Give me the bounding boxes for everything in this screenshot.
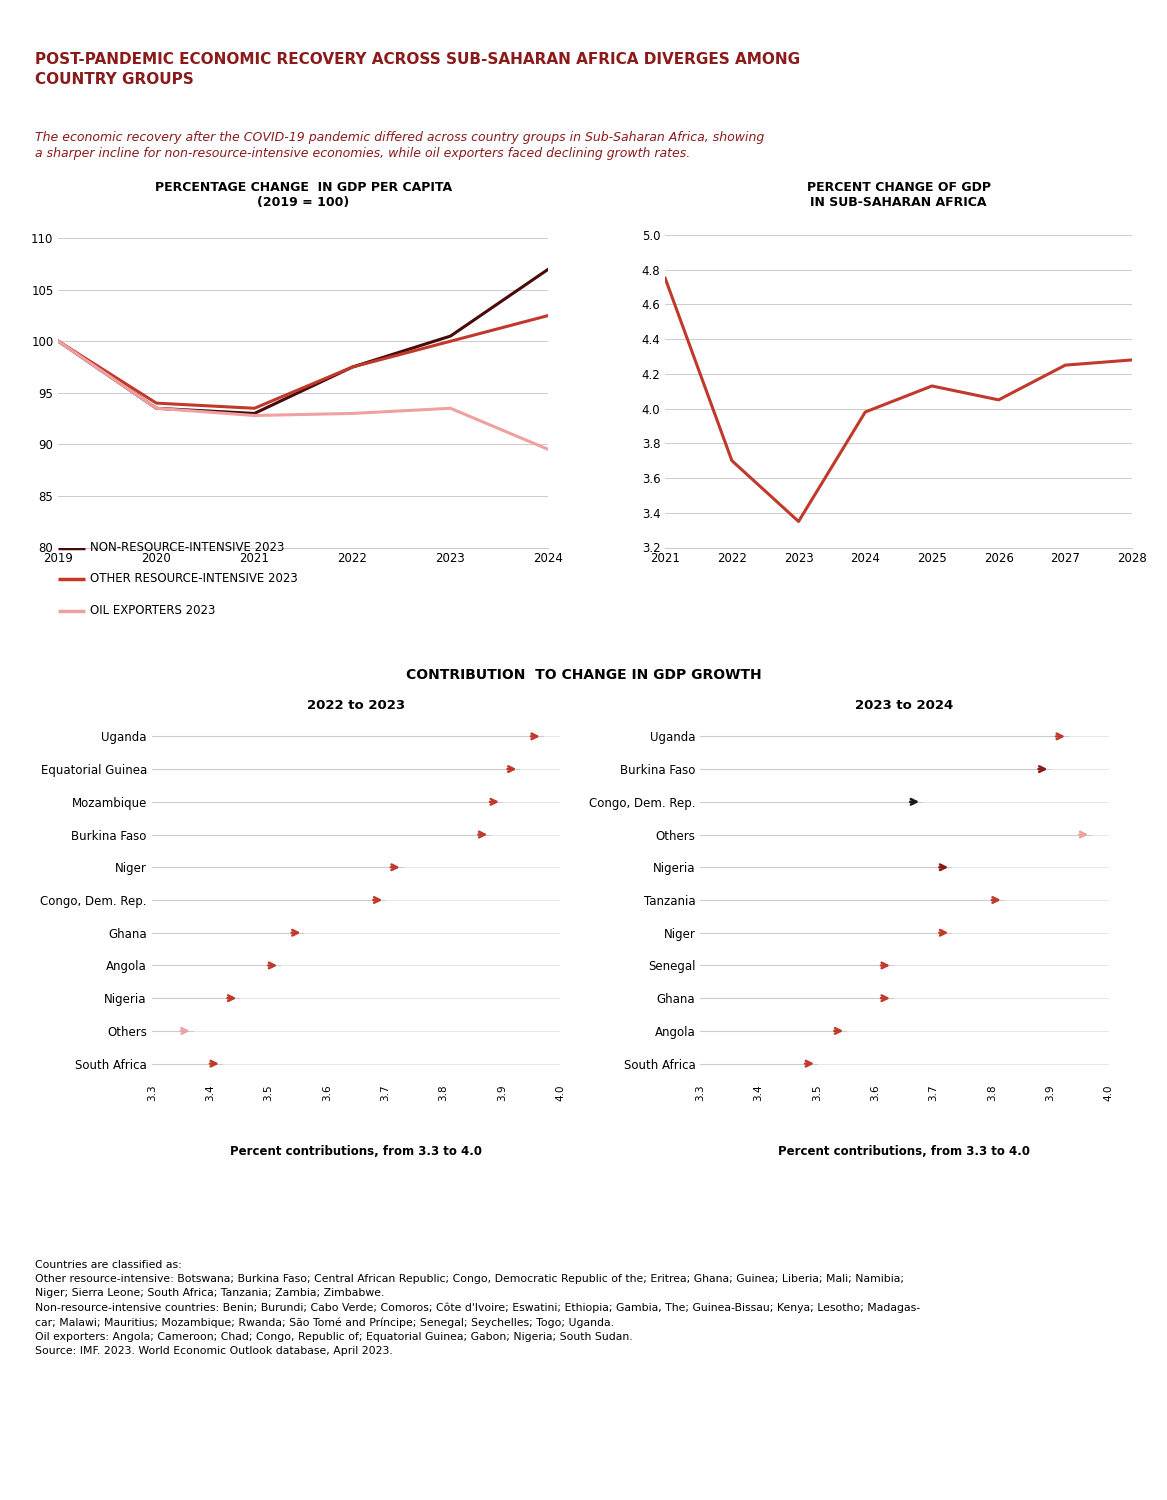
Text: Percent contributions, from 3.3 to 4.0: Percent contributions, from 3.3 to 4.0 [778,1144,1030,1158]
Text: CONTRIBUTION  TO CHANGE IN GDP GROWTH: CONTRIBUTION TO CHANGE IN GDP GROWTH [406,668,761,682]
Title: 2023 to 2024: 2023 to 2024 [855,699,953,712]
Text: Countries are classified as:
Other resource-intensive: Botswana; Burkina Faso; C: Countries are classified as: Other resou… [35,1260,920,1356]
Text: FIGURE 1: FIGURE 1 [14,16,107,34]
Title: PERCENTAGE CHANGE  IN GDP PER CAPITA
(2019 = 100): PERCENTAGE CHANGE IN GDP PER CAPITA (201… [155,182,452,210]
Text: OIL EXPORTERS 2023: OIL EXPORTERS 2023 [91,604,216,616]
Title: 2022 to 2023: 2022 to 2023 [307,699,405,712]
Title: PERCENT CHANGE OF GDP
IN SUB-SAHARAN AFRICA: PERCENT CHANGE OF GDP IN SUB-SAHARAN AFR… [806,182,991,210]
Text: Percent contributions, from 3.3 to 4.0: Percent contributions, from 3.3 to 4.0 [230,1144,482,1158]
Text: OTHER RESOURCE-INTENSIVE 2023: OTHER RESOURCE-INTENSIVE 2023 [91,573,299,585]
Text: The economic recovery after the COVID-19 pandemic differed across country groups: The economic recovery after the COVID-19… [35,130,764,160]
Text: POST-PANDEMIC ECONOMIC RECOVERY ACROSS SUB-SAHARAN AFRICA DIVERGES AMONG
COUNTRY: POST-PANDEMIC ECONOMIC RECOVERY ACROSS S… [35,53,801,87]
Text: NON-RESOURCE-INTENSIVE 2023: NON-RESOURCE-INTENSIVE 2023 [91,542,285,554]
